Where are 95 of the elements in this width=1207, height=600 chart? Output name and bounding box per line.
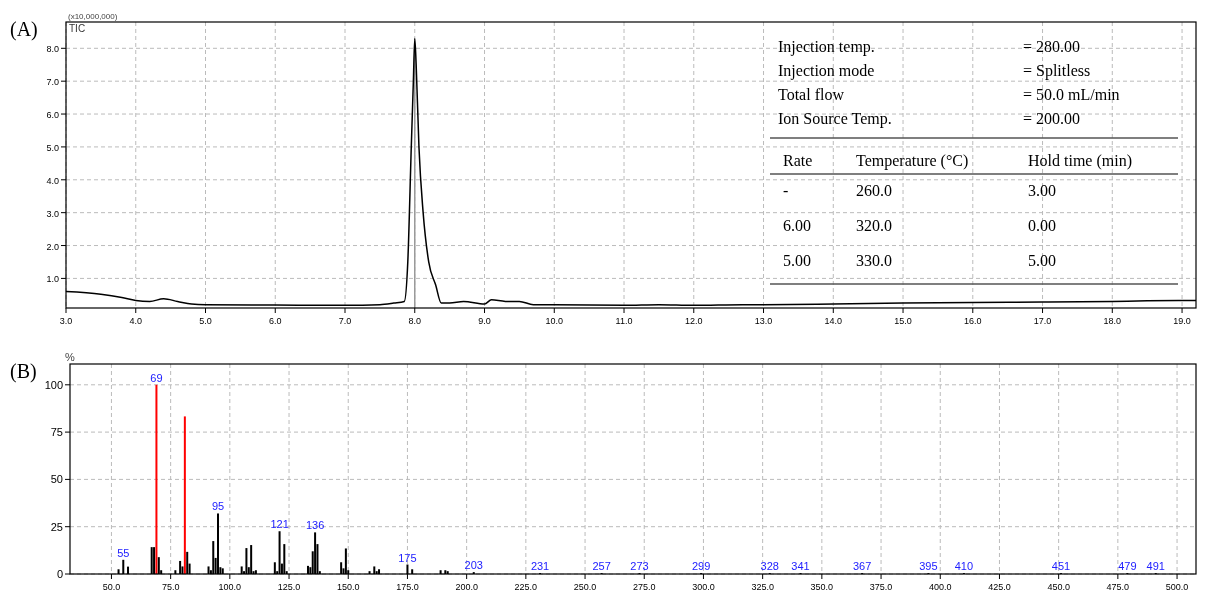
x-tick-label: 3.0 bbox=[59, 316, 73, 326]
y-tick-label: 6.0 bbox=[46, 110, 59, 121]
annotation: 260.0 bbox=[856, 182, 892, 199]
annotation: 95 bbox=[211, 500, 225, 513]
annotation: = Splitless bbox=[1023, 62, 1091, 80]
annotation: = 280.00 bbox=[1023, 38, 1081, 55]
x-tick-label: 4.0 bbox=[129, 316, 143, 326]
annotation: 395 bbox=[919, 560, 938, 573]
annotation: Rate bbox=[783, 152, 813, 169]
annotation: 175 bbox=[398, 551, 417, 564]
y-tick-label: 3.0 bbox=[46, 208, 59, 219]
x-tick-label: 425.0 bbox=[988, 582, 1011, 592]
x-tick-label: 350.0 bbox=[810, 582, 834, 592]
x-tick-label: 18.0 bbox=[1103, 316, 1122, 326]
x-tick-label: 16.0 bbox=[964, 316, 982, 326]
annotation: 203 bbox=[464, 559, 483, 572]
y-tick-label: 50 bbox=[50, 473, 63, 486]
annotation: Temperature (°C) bbox=[856, 152, 969, 170]
bar bbox=[155, 384, 158, 574]
annotation: 6.00 bbox=[783, 217, 811, 234]
x-tick-label: 10.0 bbox=[545, 316, 564, 326]
annotation: 257 bbox=[592, 560, 611, 573]
y-axis-title: % bbox=[65, 351, 75, 363]
x-tick-label: 150.0 bbox=[336, 582, 360, 592]
x-tick-label: 5.0 bbox=[199, 316, 212, 326]
annotation: 5.00 bbox=[1028, 252, 1056, 269]
y-axis-title: (x10,000,000) bbox=[68, 12, 118, 21]
annotation: Total flow bbox=[778, 86, 845, 103]
annotation: Injection temp. bbox=[778, 38, 875, 56]
x-tick-label: 19.0 bbox=[1173, 316, 1191, 326]
annotation: 328 bbox=[760, 560, 779, 573]
annotation: Injection mode bbox=[778, 62, 875, 80]
y-tick-label: 25 bbox=[50, 520, 63, 533]
annotation: 299 bbox=[691, 560, 711, 573]
x-tick-label: 125.0 bbox=[277, 582, 301, 592]
annotation: Hold time (min) bbox=[1028, 152, 1132, 170]
chart-title: (B) bbox=[10, 360, 37, 383]
y-tick-label: 5.0 bbox=[46, 142, 59, 153]
x-tick-label: 400.0 bbox=[928, 582, 952, 592]
x-tick-label: 225.0 bbox=[514, 582, 538, 592]
annotation: 136 bbox=[305, 519, 325, 532]
y-tick-label: 7.0 bbox=[46, 77, 59, 88]
annotation: 231 bbox=[530, 560, 550, 573]
x-tick-label: 450.0 bbox=[1047, 582, 1070, 592]
y-tick-label: 8.0 bbox=[46, 44, 59, 55]
x-tick-label: 100.0 bbox=[218, 582, 242, 592]
annotation: 69 bbox=[150, 371, 163, 384]
annotation: = 200.00 bbox=[1023, 110, 1081, 127]
y-tick-label: 2.0 bbox=[46, 241, 59, 252]
x-tick-label: 9.0 bbox=[478, 316, 491, 326]
x-tick-label: 12.0 bbox=[685, 316, 703, 326]
text: TIC bbox=[69, 23, 86, 34]
annotation: 491 bbox=[1146, 560, 1165, 573]
annotation: 55 bbox=[117, 546, 130, 559]
x-tick-label: 75.0 bbox=[161, 582, 180, 592]
x-tick-label: 7.0 bbox=[338, 316, 352, 326]
x-tick-label: 17.0 bbox=[1033, 316, 1052, 326]
x-tick-label: 8.0 bbox=[408, 316, 422, 326]
y-tick-label: 4.0 bbox=[46, 175, 59, 186]
annotation: 451 bbox=[1051, 560, 1071, 573]
x-tick-label: 325.0 bbox=[751, 582, 774, 592]
x-tick-label: 250.0 bbox=[573, 582, 597, 592]
x-tick-label: 375.0 bbox=[869, 582, 893, 592]
annotation: 0.00 bbox=[1028, 217, 1056, 234]
x-tick-label: 13.0 bbox=[754, 316, 773, 326]
y-tick-label: 75 bbox=[50, 426, 63, 439]
x-tick-label: 500.0 bbox=[1165, 582, 1189, 592]
annotation: 410 bbox=[954, 560, 974, 573]
x-tick-label: 275.0 bbox=[632, 582, 656, 592]
annotation: 367 bbox=[852, 560, 872, 573]
annotation: 273 bbox=[630, 560, 649, 573]
annotation: = 50.0 mL/min bbox=[1023, 86, 1120, 103]
x-tick-label: 15.0 bbox=[894, 316, 912, 326]
x-tick-label: 11.0 bbox=[615, 316, 633, 326]
x-tick-label: 475.0 bbox=[1106, 582, 1130, 592]
annotation: Ion Source Temp. bbox=[778, 110, 892, 128]
annotation: - bbox=[783, 182, 789, 199]
annotation: 341 bbox=[791, 560, 810, 573]
y-tick-label: 0 bbox=[56, 568, 63, 580]
y-tick-label: 1.0 bbox=[46, 274, 59, 285]
x-tick-label: 6.0 bbox=[269, 316, 282, 326]
annotation: 5.00 bbox=[783, 252, 811, 269]
annotation: 121 bbox=[270, 518, 289, 531]
x-tick-label: 200.0 bbox=[455, 582, 478, 592]
chart-title: (A) bbox=[10, 18, 38, 41]
annotation: 3.00 bbox=[1028, 182, 1056, 199]
annotation: 320.0 bbox=[856, 217, 892, 234]
y-tick-label: 100 bbox=[44, 378, 63, 391]
bar bbox=[183, 416, 186, 574]
x-tick-label: 175.0 bbox=[396, 582, 419, 592]
x-tick-label: 50.0 bbox=[102, 582, 121, 592]
annotation: 479 bbox=[1118, 560, 1137, 573]
x-tick-label: 14.0 bbox=[824, 316, 843, 326]
annotation: 330.0 bbox=[856, 252, 892, 269]
x-tick-label: 300.0 bbox=[692, 582, 715, 592]
